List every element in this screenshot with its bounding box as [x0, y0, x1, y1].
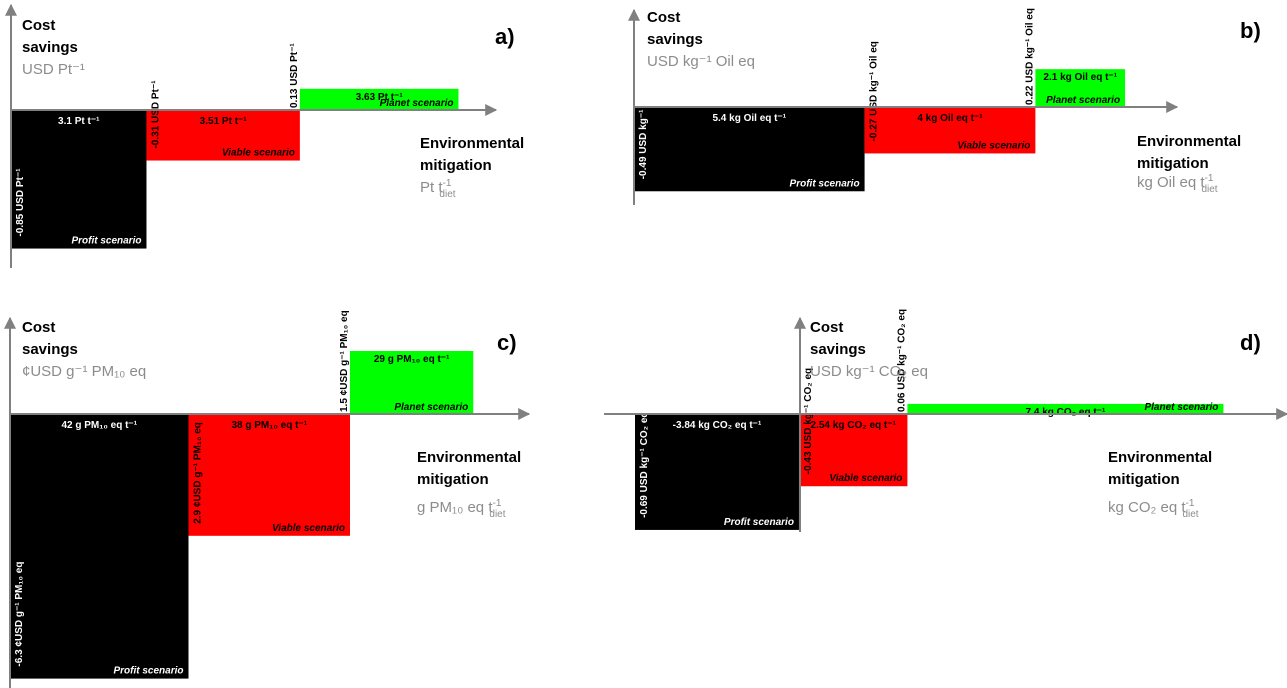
x-axis-title-line: Environmental: [420, 135, 524, 152]
bar-y-label-viable: -0.31 USD Pt⁻¹: [150, 80, 161, 149]
bar-x-label-viable: 3.51 Pt t⁻¹: [200, 116, 248, 127]
bar-y-label-profit: -0.85 USD Pt⁻¹: [15, 168, 26, 237]
bar-planet: [350, 351, 474, 414]
panel-c: 42 g PM₁₀ eq t⁻¹ -6.3 ¢USD g⁻¹ PM₁₀ eq Pro…: [3, 310, 531, 688]
panel-b: 5.4 kg Oil eq t⁻¹ -0.49 USD kg⁻¹ Oil eq Pr…: [628, 8, 1261, 205]
y-axis-title-line: savings: [22, 39, 78, 56]
x-axis-title-line: mitigation: [1108, 471, 1180, 488]
bar-x-label-viable: 38 g PM₁₀ eq t⁻¹: [231, 420, 307, 431]
panel-a: 3.1 Pt t⁻¹ -0.85 USD Pt⁻¹ Profit scenario 3…: [4, 3, 524, 268]
scenario-label-planet: Planet scenario: [1046, 95, 1120, 106]
y-axis-title-line: Cost: [810, 319, 843, 336]
bar-y-label-viable: 2.9 ¢USD g⁻¹ PM₁₀ eq: [193, 422, 204, 524]
bar-profit: [634, 107, 865, 192]
scenario-label-planet: Planet scenario: [1144, 402, 1218, 413]
y-axis-title-line: Cost: [647, 9, 680, 26]
bar-viable: [188, 414, 350, 536]
bar-viable: [864, 107, 1036, 154]
scenario-label-viable: Viable scenario: [272, 523, 345, 534]
scenario-label-viable: Viable scenario: [222, 148, 295, 159]
scenario-label-profit: Profit scenario: [113, 666, 183, 677]
y-axis-unit: USD Pt⁻¹: [22, 61, 85, 78]
scenario-label-planet: Planet scenario: [394, 402, 468, 413]
bar-y-label-viable: -0.27 USD kg⁻¹ Oil eq: [869, 41, 880, 141]
bar-x-label-planet: 7.4 kg CO₂ eq t⁻¹: [1026, 407, 1106, 418]
bar-viable: [798, 414, 908, 487]
bar-planet: [299, 88, 459, 110]
bar-x-label-viable: 2.54 kg CO₂ eq t⁻¹: [811, 420, 897, 431]
bar-x-label-viable: 4 kg Oil eq t⁻¹: [917, 113, 983, 124]
x-axis-unit: kg Oil eq t-1 diet: [1137, 173, 1218, 195]
x-axis-unit: g PM₁₀ eq t-1 diet: [417, 498, 506, 520]
scenario-label-profit: Profit scenario: [724, 517, 794, 528]
bar-x-label-planet: 3.63 Pt t⁻¹: [356, 92, 404, 103]
bar-x-label-profit: 3.1 Pt t⁻¹: [58, 116, 100, 127]
panel-d: -3.84 kg CO₂ eq t⁻¹ -0.69 USD kg⁻¹ CO₂ eq…: [604, 309, 1287, 532]
bar-y-label-planet: 1.5 ¢USD g⁻¹ PM₁₀ eq: [339, 310, 350, 412]
x-axis-title-line: Environmental: [1108, 449, 1212, 466]
y-axis-unit: ¢USD g⁻¹ PM₁₀ eq: [22, 363, 146, 380]
bar-y-label-viable: -0.43 USD kg⁻¹ CO₂ eq: [803, 368, 814, 474]
scenario-label-viable: Viable scenario: [829, 473, 902, 484]
bar-x-label-planet: 2.1 kg Oil eq t⁻¹: [1043, 72, 1117, 83]
scenario-label-profit: Profit scenario: [71, 236, 141, 247]
bar-profit: [635, 414, 799, 530]
x-axis-title-line: Environmental: [1137, 133, 1241, 150]
bar-profit: [10, 414, 189, 679]
bar-viable: [146, 110, 300, 161]
x-axis-title-line: mitigation: [1137, 155, 1209, 172]
bar-y-label-planet: 0.22 USD kg⁻¹ Oil eq: [1024, 8, 1035, 105]
x-axis-title-line: mitigation: [420, 157, 492, 174]
bar-x-label-profit: 5.4 kg Oil eq t⁻¹: [712, 113, 786, 124]
bar-y-label-profit: -6.3 ¢USD g⁻¹ PM₁₀ eq: [14, 562, 25, 667]
bar-x-label-profit: -3.84 kg CO₂ eq t⁻¹: [673, 420, 762, 431]
y-axis-unit: USD kg⁻¹ Oil eq: [647, 53, 755, 70]
scenario-label-planet: Planet scenario: [380, 98, 454, 109]
x-axis-unit: Pt t-1 diet: [420, 178, 456, 200]
y-axis-unit: USD kg⁻¹ CO₂ eq: [810, 363, 928, 380]
panel-letter: b): [1240, 18, 1261, 43]
panel-letter: c): [497, 330, 517, 355]
bar-y-label-profit: -0.69 USD kg⁻¹ CO₂ eq: [639, 411, 650, 517]
bar-x-label-planet: 29 g PM₁₀ eq t⁻¹: [374, 354, 450, 365]
bar-planet: [907, 403, 1224, 414]
y-axis-title-line: Cost: [22, 17, 55, 34]
y-axis-title-line: Cost: [22, 319, 55, 336]
bar-y-label-planet: 0.06 USD kg⁻¹ CO₂ eq: [896, 309, 907, 412]
bar-x-label-profit: 42 g PM₁₀ eq t⁻¹: [61, 420, 137, 431]
bar-y-label-profit: -0.49 USD kg⁻¹ Oil eq: [638, 79, 649, 179]
y-axis-title-line: savings: [22, 341, 78, 358]
bar-y-label-planet: 0.13 USD Pt⁻¹: [289, 43, 300, 108]
y-axis-title-line: savings: [647, 31, 703, 48]
x-axis-title-line: Environmental: [417, 449, 521, 466]
bar-planet: [1035, 69, 1126, 107]
scenario-label-profit: Profit scenario: [790, 178, 860, 189]
panel-letter: a): [495, 24, 515, 49]
y-axis-title-line: savings: [810, 341, 866, 358]
x-axis-title-line: mitigation: [417, 471, 489, 488]
scenario-label-viable: Viable scenario: [957, 140, 1030, 151]
x-axis-unit: kg CO₂ eq t-1 diet: [1108, 498, 1199, 520]
bar-profit: [11, 110, 147, 249]
panel-letter: d): [1240, 330, 1261, 355]
